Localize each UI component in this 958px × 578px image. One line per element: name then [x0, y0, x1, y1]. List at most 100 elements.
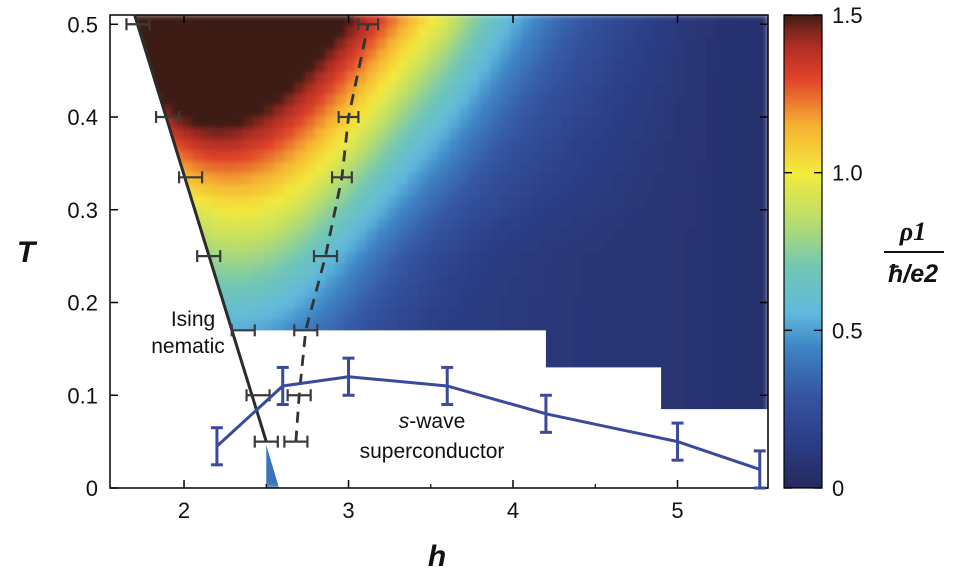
heatmap-cell	[243, 318, 255, 331]
heatmap-cell	[582, 15, 594, 27]
heatmap-cell	[736, 93, 748, 106]
heatmap-cell	[232, 138, 245, 151]
heatmap-cell	[510, 93, 522, 106]
heatmap-cell	[726, 25, 738, 39]
heatmap-cell	[561, 217, 574, 230]
no-data-region-left	[110, 15, 267, 488]
heatmap-cell	[674, 93, 687, 106]
heatmap-cell	[757, 273, 768, 286]
heatmap-cell	[531, 104, 543, 117]
heatmap-cell	[531, 25, 543, 39]
heatmap-cell	[212, 194, 224, 207]
heatmap-cell	[551, 172, 563, 185]
heatmap-cell	[726, 262, 738, 275]
heatmap-cell	[387, 70, 399, 84]
heatmap-cell	[479, 307, 491, 320]
heatmap-cell	[644, 296, 656, 309]
heatmap-cell	[243, 239, 255, 252]
heatmap-cell	[232, 296, 245, 309]
heatmap-cell	[366, 160, 378, 174]
heatmap-cell	[335, 15, 347, 27]
heatmap-cell	[438, 172, 450, 185]
heatmap-cell	[294, 93, 306, 106]
heatmap-cell	[294, 251, 306, 264]
heatmap-cell	[685, 25, 697, 39]
heatmap-cell	[551, 284, 563, 298]
heatmap-cell	[654, 228, 666, 241]
heatmap-cell	[160, 104, 173, 117]
heatmap-cell	[417, 82, 430, 95]
heatmap-cell	[315, 239, 327, 252]
heatmap-cell	[438, 273, 450, 286]
heatmap-cell	[541, 82, 553, 95]
heatmap-cell	[407, 217, 419, 230]
heatmap-cell	[572, 138, 584, 151]
heatmap-cell	[633, 217, 646, 230]
heatmap-cell	[417, 15, 430, 27]
heatmap-cell	[520, 296, 533, 309]
heatmap-cell	[736, 352, 748, 365]
heatmap-cell	[438, 296, 450, 309]
heatmap-cell	[479, 37, 491, 50]
heatmap-cell	[551, 25, 563, 39]
heatmap-cell	[263, 37, 275, 50]
heatmap-cell	[531, 273, 543, 286]
heatmap-cell	[253, 217, 265, 230]
heatmap-cell	[613, 251, 625, 264]
heatmap-cell	[376, 183, 389, 196]
heatmap-cell	[243, 37, 255, 50]
heatmap-cell	[541, 138, 553, 151]
heatmap-cell	[644, 205, 656, 219]
y-tick-label: 0	[86, 476, 98, 501]
heatmap-cell	[726, 15, 738, 27]
heatmap-cell	[469, 228, 481, 241]
heatmap-cell	[726, 48, 738, 61]
heatmap-cell	[695, 341, 707, 354]
heatmap-cell	[654, 205, 666, 219]
heatmap-cell	[674, 363, 687, 376]
heatmap-cell	[335, 48, 347, 61]
heatmap-cell	[623, 329, 635, 343]
heatmap-cell	[716, 262, 728, 275]
heatmap-cell	[232, 228, 245, 241]
heatmap-cell	[746, 217, 759, 230]
heatmap-cell	[674, 82, 687, 95]
heatmap-cell	[150, 48, 162, 61]
heatmap-cell	[253, 149, 265, 162]
heatmap-cell	[335, 228, 347, 241]
heatmap-cell	[705, 296, 718, 309]
heatmap-cell	[417, 262, 430, 275]
heatmap-cell	[561, 25, 574, 39]
heatmap-cell	[736, 307, 748, 320]
heatmap-cell	[716, 48, 728, 61]
heatmap-cell	[356, 15, 368, 27]
heatmap-cell	[561, 149, 574, 162]
heatmap-cell	[561, 239, 574, 252]
heatmap-cell	[582, 183, 594, 196]
heatmap-cell	[243, 70, 255, 84]
heatmap-cell	[572, 251, 584, 264]
heatmap-cell	[469, 205, 481, 219]
heatmap-cell	[489, 205, 502, 219]
heatmap-cell	[366, 262, 378, 275]
heatmap-cell	[263, 217, 275, 230]
heatmap-cell	[674, 318, 687, 331]
heatmap-cell	[428, 172, 440, 185]
heatmap-cell	[428, 82, 440, 95]
heatmap-cell	[387, 127, 399, 140]
heatmap-cell	[736, 138, 748, 151]
heatmap-cell	[181, 104, 193, 117]
heatmap-cell	[479, 284, 491, 298]
heatmap-cell	[582, 149, 594, 162]
heatmap-cell	[387, 194, 399, 207]
heatmap-cell	[345, 217, 358, 230]
heatmap-cell	[736, 127, 748, 140]
heatmap-cell	[613, 25, 625, 39]
heatmap-cell	[448, 48, 461, 61]
heatmap-cell	[181, 25, 193, 39]
heatmap-cell	[253, 138, 265, 151]
heatmap-cell	[274, 262, 286, 275]
heatmap-cell	[469, 59, 481, 72]
heatmap-cell	[325, 273, 337, 286]
heatmap-cell	[705, 82, 718, 95]
